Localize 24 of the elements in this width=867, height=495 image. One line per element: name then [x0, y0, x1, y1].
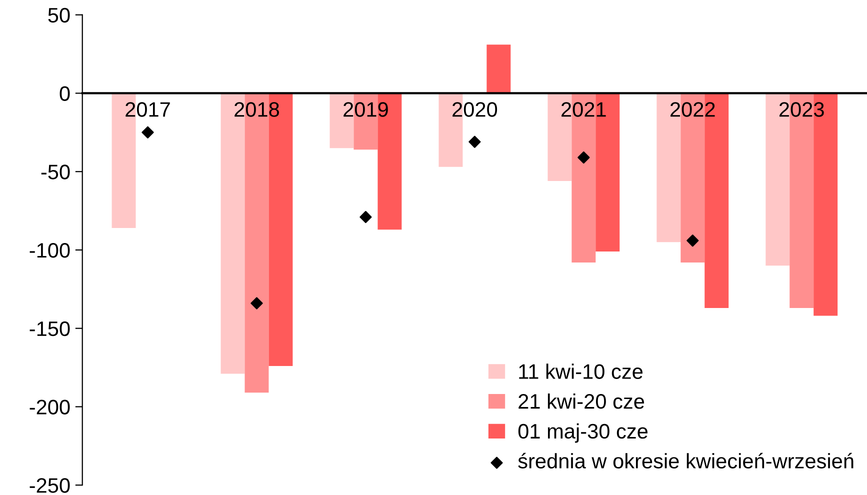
point — [360, 210, 372, 224]
y-tick-label: -200 — [30, 400, 70, 414]
legend-label: 11 kwi-10 cze — [519, 364, 642, 379]
legend-label: średnia w okresie kwiecień-wrzesień — [518, 452, 854, 468]
x-tick-label: 2019 — [344, 102, 388, 117]
point — [578, 151, 590, 164]
x-tick-label: 2021 — [562, 102, 606, 117]
point — [250, 297, 263, 310]
x-tick-label: 2023 — [779, 102, 824, 117]
x-tick-label: 2017 — [126, 102, 170, 117]
x-tick-label: 2018 — [234, 102, 279, 117]
y-tick-label: 0 — [60, 86, 70, 101]
legend-label: 01 maj-30 cze — [518, 423, 648, 443]
point — [686, 234, 699, 247]
y-tick-label: 50 — [48, 8, 70, 23]
point — [142, 126, 154, 138]
y-tick-label: -100 — [30, 242, 70, 258]
x-tick-label: 2020 — [452, 102, 498, 117]
x-tick-label: 2022 — [670, 102, 715, 117]
point — [468, 136, 481, 148]
y-tick-label: -50 — [41, 164, 70, 180]
y-tick-label: -150 — [30, 321, 70, 336]
legend-label: 21 kwi-20 cze — [518, 394, 644, 409]
y-tick-label: -250 — [30, 478, 70, 493]
